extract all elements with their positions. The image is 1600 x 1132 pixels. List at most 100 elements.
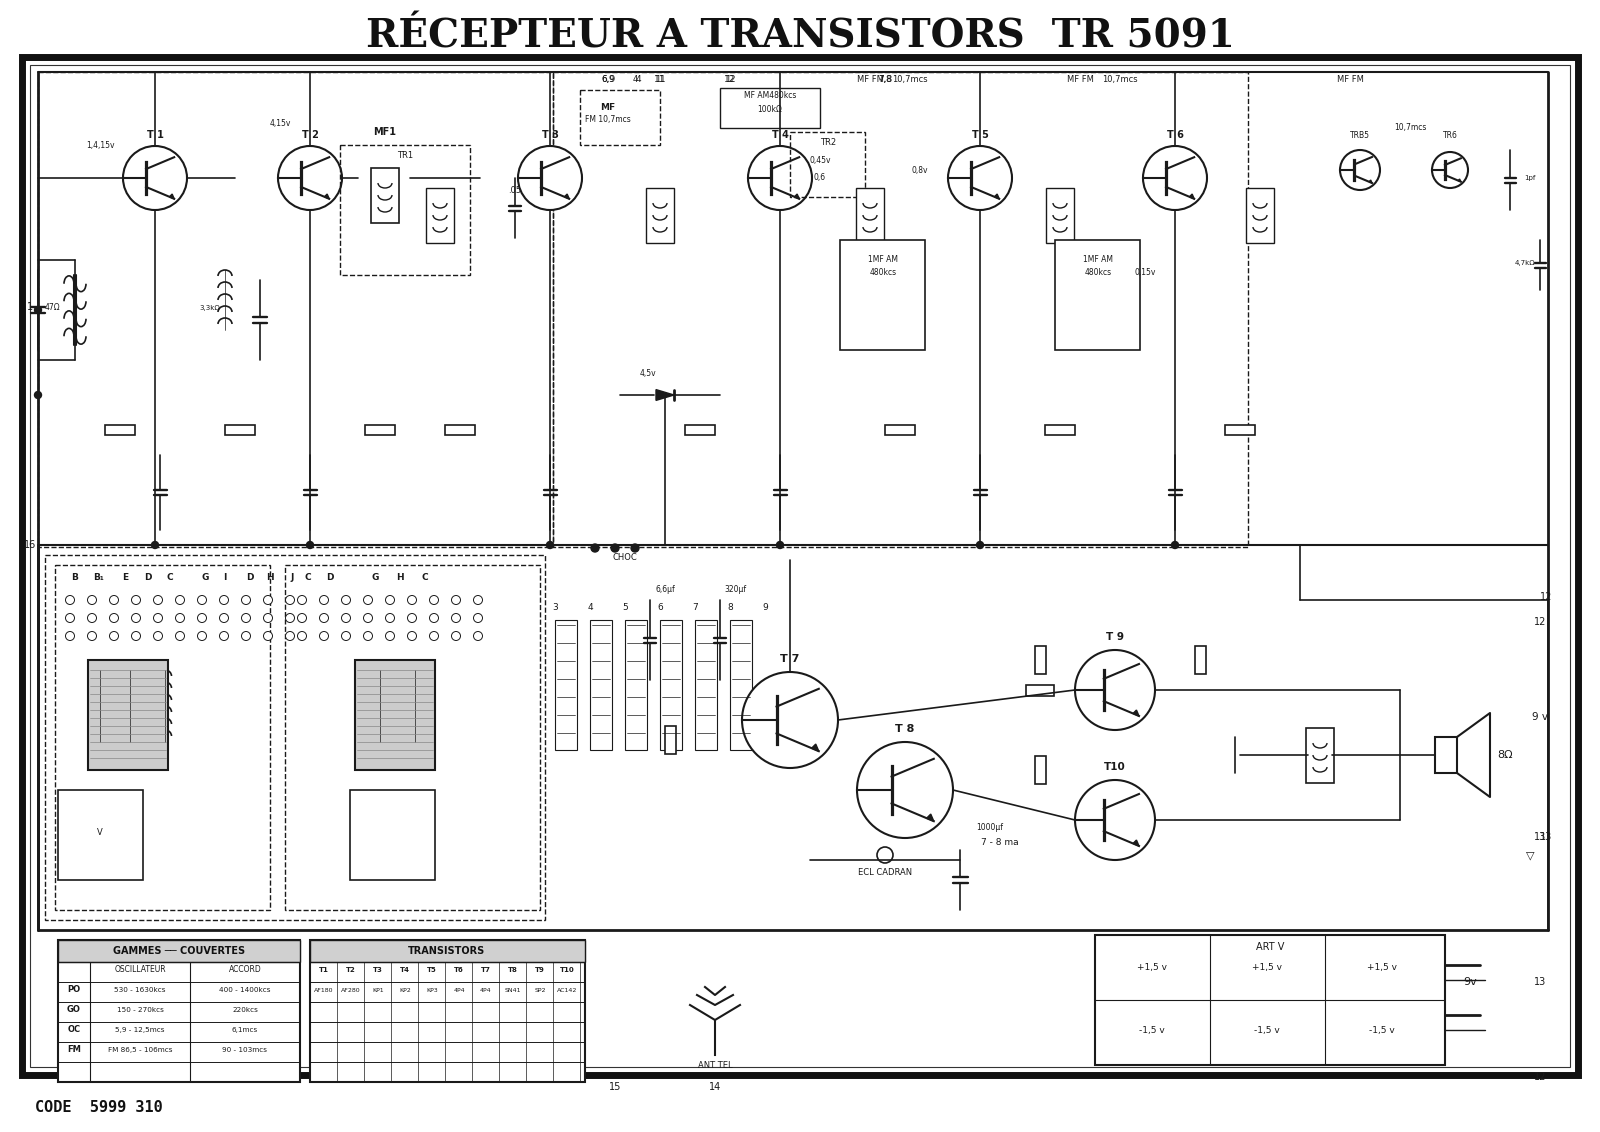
Bar	[885, 424, 915, 435]
Bar	[646, 188, 674, 242]
Bar	[355, 660, 435, 770]
Circle shape	[242, 614, 251, 623]
Circle shape	[278, 146, 342, 211]
Circle shape	[264, 595, 272, 604]
Circle shape	[219, 632, 229, 641]
Text: J: J	[290, 573, 294, 582]
Text: .05: .05	[509, 186, 522, 195]
Circle shape	[66, 632, 75, 641]
Text: 1MF AM: 1MF AM	[867, 255, 898, 264]
Circle shape	[112, 616, 117, 620]
Text: TR2: TR2	[819, 138, 837, 147]
Circle shape	[453, 598, 459, 602]
Text: 10,7mcs: 10,7mcs	[893, 75, 928, 84]
Bar	[58, 940, 301, 962]
Circle shape	[320, 632, 328, 641]
Polygon shape	[170, 194, 174, 199]
Circle shape	[408, 595, 416, 604]
Circle shape	[221, 598, 227, 602]
Text: AC142: AC142	[557, 988, 578, 993]
Circle shape	[365, 598, 371, 602]
Circle shape	[109, 614, 118, 623]
Polygon shape	[1189, 194, 1194, 199]
Circle shape	[432, 634, 437, 638]
Circle shape	[90, 598, 94, 602]
Text: 530 - 1630kcs: 530 - 1630kcs	[114, 987, 166, 993]
Text: T 4: T 4	[771, 130, 789, 140]
Text: AF280: AF280	[341, 988, 362, 993]
Text: 9 v: 9 v	[1533, 712, 1549, 722]
Text: 3,3kΩ: 3,3kΩ	[200, 305, 221, 311]
Text: 6,1mcs: 6,1mcs	[232, 1027, 258, 1034]
Text: 16: 16	[24, 540, 37, 550]
Text: D: D	[326, 573, 334, 582]
Bar	[554, 72, 1248, 547]
Circle shape	[154, 614, 163, 623]
Text: D: D	[246, 573, 254, 582]
Circle shape	[200, 634, 205, 638]
Text: 10,7mcs: 10,7mcs	[1394, 123, 1426, 132]
Circle shape	[365, 634, 371, 638]
Bar	[720, 88, 819, 128]
Circle shape	[154, 595, 163, 604]
Circle shape	[152, 541, 158, 549]
Circle shape	[133, 634, 139, 638]
Text: 11: 11	[654, 75, 666, 84]
Text: 15: 15	[610, 1082, 621, 1092]
Text: KP1: KP1	[373, 988, 384, 993]
Text: 400 - 1400kcs: 400 - 1400kcs	[219, 987, 270, 993]
Circle shape	[243, 616, 248, 620]
Text: MF AM480kcs: MF AM480kcs	[744, 91, 797, 100]
Text: 1pf: 1pf	[1525, 175, 1536, 181]
Text: 10,7mcs: 10,7mcs	[1102, 75, 1138, 84]
Circle shape	[88, 632, 96, 641]
Bar	[661, 620, 682, 751]
Bar	[840, 240, 925, 350]
Text: T 1: T 1	[147, 130, 163, 140]
Circle shape	[742, 672, 838, 767]
Text: T 5: T 5	[971, 130, 989, 140]
Text: 4,7kΩ: 4,7kΩ	[1515, 260, 1536, 266]
Circle shape	[66, 595, 75, 604]
Bar	[365, 424, 395, 435]
Circle shape	[88, 614, 96, 623]
Circle shape	[611, 544, 619, 552]
Text: 6,9: 6,9	[602, 75, 614, 84]
Circle shape	[858, 741, 954, 838]
Bar	[339, 145, 470, 275]
Text: 4: 4	[632, 75, 638, 84]
Circle shape	[749, 146, 813, 211]
Text: +1,5 v: +1,5 v	[1138, 963, 1166, 972]
Circle shape	[266, 598, 270, 602]
Circle shape	[320, 614, 328, 623]
Text: 1: 1	[27, 302, 34, 312]
Circle shape	[285, 632, 294, 641]
Circle shape	[429, 595, 438, 604]
Bar	[88, 660, 168, 770]
Circle shape	[408, 614, 416, 623]
Text: AF180: AF180	[314, 988, 334, 993]
Bar	[590, 620, 611, 751]
Bar	[1046, 188, 1074, 242]
Text: 3: 3	[552, 603, 558, 612]
Circle shape	[322, 616, 326, 620]
Circle shape	[429, 632, 438, 641]
Circle shape	[1142, 146, 1206, 211]
Polygon shape	[811, 744, 819, 752]
Circle shape	[178, 598, 182, 602]
Text: V: V	[98, 827, 102, 837]
Text: B₁: B₁	[93, 573, 104, 582]
Text: TRB5: TRB5	[1350, 131, 1370, 140]
Circle shape	[410, 598, 414, 602]
Circle shape	[123, 146, 187, 211]
Circle shape	[197, 595, 206, 604]
Text: +1,5 v: +1,5 v	[1251, 963, 1282, 972]
Text: 13: 13	[1534, 977, 1546, 987]
Circle shape	[176, 632, 184, 641]
Text: 4,5v: 4,5v	[640, 369, 656, 378]
Circle shape	[386, 595, 395, 604]
Circle shape	[547, 541, 554, 549]
Circle shape	[432, 598, 437, 602]
Circle shape	[266, 634, 270, 638]
Polygon shape	[656, 389, 674, 401]
